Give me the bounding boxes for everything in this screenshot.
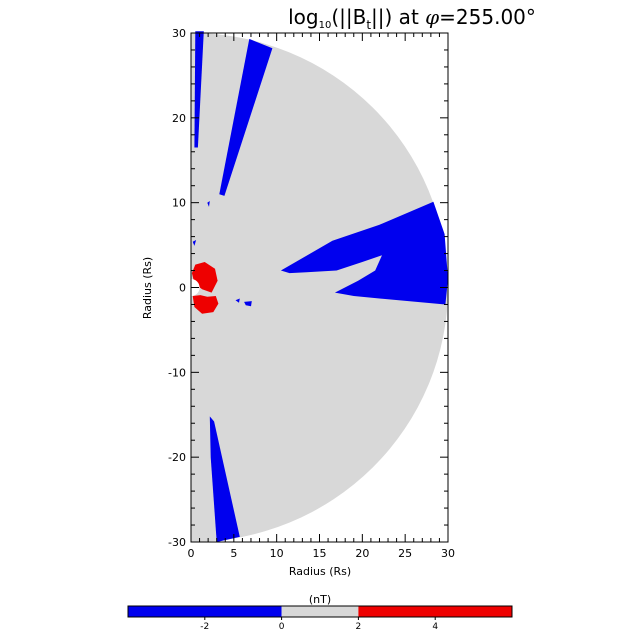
- colorbar-tick-label-4: 4: [432, 622, 438, 632]
- data-layer: [182, 31, 448, 542]
- x-tick-label-25: 25: [398, 547, 412, 560]
- region-low-0: [194, 31, 204, 148]
- region-low-1: [219, 38, 273, 196]
- region-low-7: [235, 298, 240, 303]
- title-base: 10: [319, 20, 332, 31]
- title-suffix: ||) at: [371, 5, 425, 29]
- colorbar-band-2: [358, 606, 512, 617]
- y-tick-label-30: 30: [172, 27, 186, 40]
- x-tick-label-0: 0: [188, 547, 195, 560]
- colorbar-tick-label-2: 2: [356, 622, 362, 632]
- chart-title: log10(||Bt||) at φ=255.00°: [288, 5, 536, 32]
- domain-half-disk: [191, 33, 448, 542]
- colorbar-band-0: [128, 606, 282, 617]
- y-tick-label-20: 20: [172, 112, 186, 125]
- colorbar-tick-label-0: 0: [279, 622, 285, 632]
- y-tick-label--20: -20: [168, 451, 186, 464]
- y-tick-label-0: 0: [179, 282, 186, 295]
- x-axis-label: Radius (Rs): [289, 565, 351, 578]
- region-low-6: [244, 301, 252, 307]
- region-low-3: [209, 416, 240, 542]
- colorbar: -2 0 2 4: [127, 605, 513, 632]
- x-tick-label-20: 20: [355, 547, 369, 560]
- title-mid: (||B: [331, 5, 366, 29]
- y-tick-label--10: -10: [168, 366, 186, 379]
- axes-layer: 0 5 10 15 20 25 30 -30 -20 -10 0 10 20 30: [168, 27, 455, 560]
- region-low-5: [192, 240, 197, 246]
- y-tick-label-10: 10: [172, 197, 186, 210]
- y-tick-label--30: -30: [168, 536, 186, 549]
- x-tick-label-10: 10: [270, 547, 284, 560]
- x-tick-label-15: 15: [313, 547, 327, 560]
- colorbar-tick-label--2: -2: [200, 622, 209, 632]
- colorbar-band-1: [281, 606, 359, 617]
- y-axis-label: Radius (Rs): [141, 257, 154, 319]
- colorbar-title: (nT): [309, 593, 331, 606]
- title-sub: t: [366, 18, 371, 32]
- colorbar-frame: [127, 605, 513, 618]
- x-tick-label-5: 5: [230, 547, 237, 560]
- title-prefix: log: [288, 5, 319, 29]
- title-angle: =255.00°: [439, 5, 536, 29]
- region-high-1: [192, 295, 219, 314]
- x-tick-label-30: 30: [441, 547, 455, 560]
- title-phi: φ: [425, 5, 439, 29]
- region-low-2: [280, 201, 448, 305]
- region-low-4: [207, 201, 210, 207]
